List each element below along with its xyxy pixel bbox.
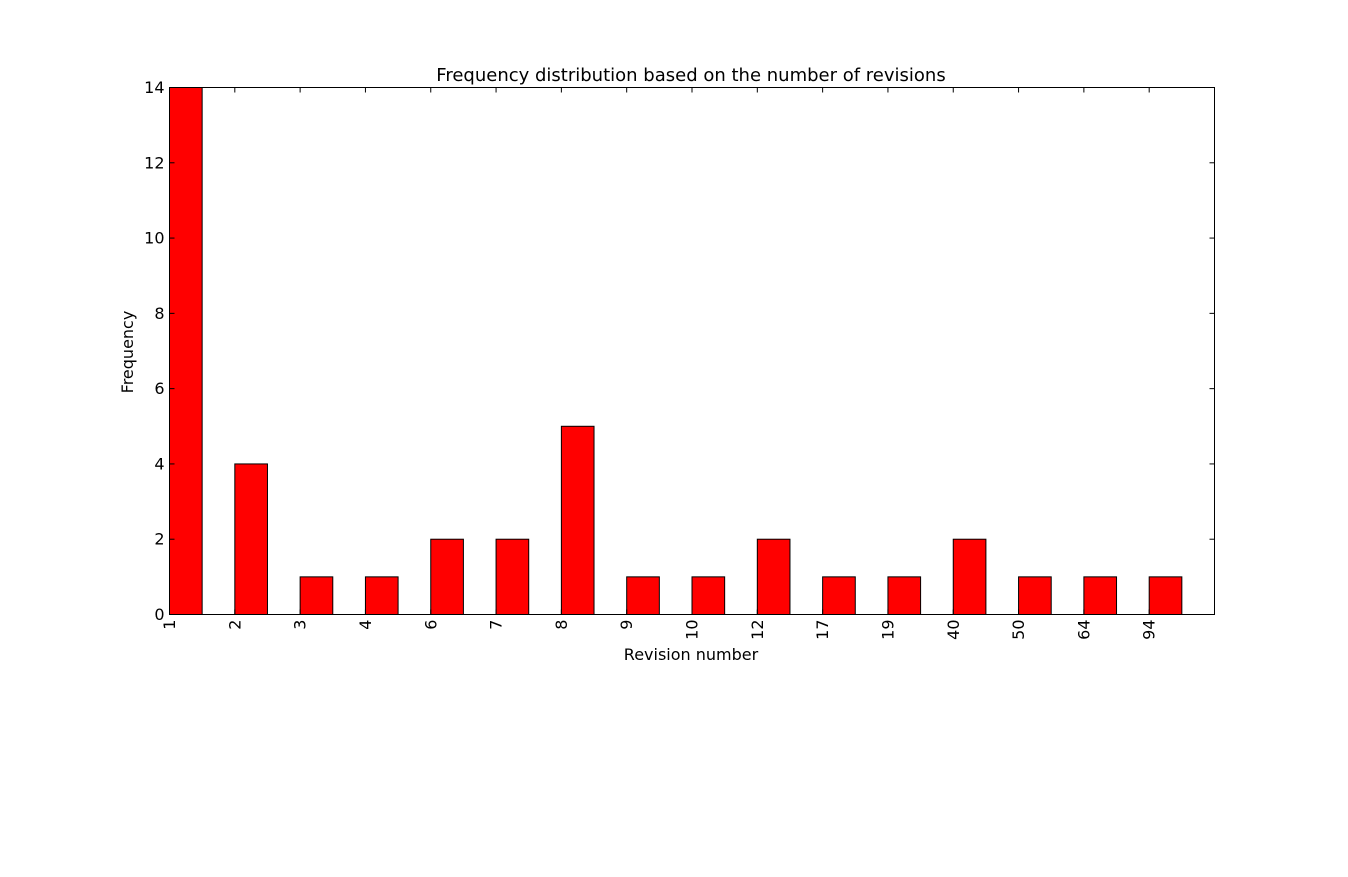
- y-tick-label: 14: [144, 78, 164, 97]
- x-tick-label: 10: [683, 620, 702, 640]
- x-tick-label: 7: [487, 620, 506, 630]
- y-axis-ticks: 0 2 4 6 8 10 12 14: [144, 78, 1215, 624]
- x-tick-label: 19: [878, 620, 897, 640]
- x-tick-label: 8: [552, 620, 571, 630]
- x-tick-label: 40: [944, 620, 963, 640]
- y-tick-label: 6: [154, 379, 164, 398]
- x-tick-label: 50: [1009, 620, 1028, 640]
- x-axis-ticks: 1 2 3 4 6 7 8 9 10 12 17 19 40 50 64 94: [160, 87, 1159, 640]
- x-tick-label: 4: [356, 620, 375, 630]
- bar-12: [756, 538, 791, 616]
- x-tick-label: 9: [617, 620, 636, 630]
- y-tick-label: 10: [144, 229, 164, 248]
- bar-4: [364, 576, 399, 615]
- bar-64: [1083, 576, 1118, 615]
- bar-3: [299, 576, 334, 615]
- bar-40: [952, 538, 987, 616]
- x-tick-label: 64: [1074, 620, 1093, 640]
- x-axis-label: Revision number: [624, 645, 759, 664]
- bar-94: [1148, 576, 1183, 615]
- x-tick-label: 3: [291, 620, 310, 630]
- y-axis-label: Frequency: [118, 311, 137, 394]
- bar-17: [822, 576, 856, 615]
- x-tick-label: 12: [748, 620, 767, 640]
- bars-group: [169, 87, 1183, 616]
- chart-title: Frequency distribution based on the numb…: [436, 65, 945, 86]
- y-tick-label: 8: [154, 304, 164, 323]
- x-tick-label: 2: [225, 620, 244, 630]
- bar-8: [560, 425, 595, 615]
- x-tick-label: 6: [421, 620, 440, 630]
- y-tick-label: 0: [154, 605, 164, 624]
- x-tick-label: 1: [160, 620, 179, 630]
- y-tick-label: 2: [154, 530, 164, 549]
- bar-50: [1018, 576, 1052, 615]
- bar-7: [495, 538, 530, 616]
- plot-frame: [169, 87, 1215, 615]
- y-tick-label: 4: [154, 454, 164, 473]
- bar-1: [169, 87, 203, 615]
- y-tick-label: 12: [144, 153, 164, 172]
- x-tick-label: 17: [813, 620, 832, 640]
- x-tick-label: 94: [1140, 620, 1159, 640]
- bar-10: [691, 576, 726, 615]
- bar-19: [887, 576, 922, 615]
- bar-2: [234, 463, 268, 615]
- bar-9: [626, 576, 660, 615]
- bar-6: [430, 538, 464, 616]
